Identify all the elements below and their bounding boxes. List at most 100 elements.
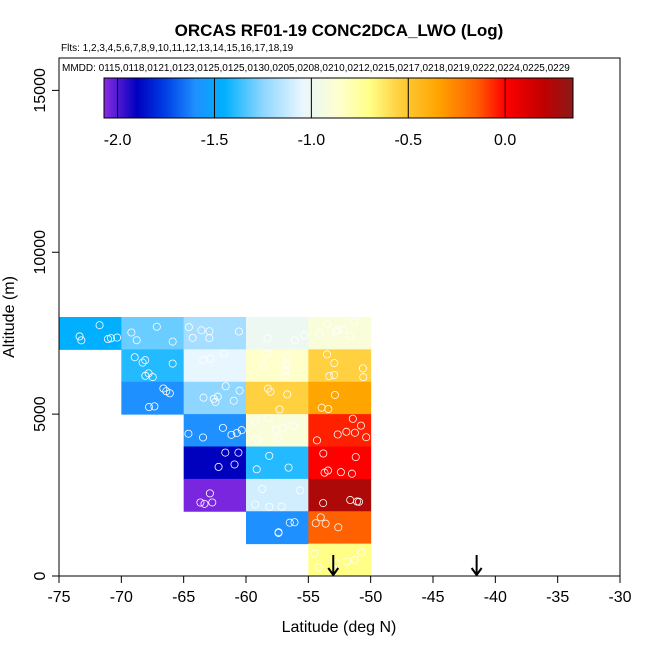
sample-point	[271, 425, 280, 434]
sample-point	[362, 433, 371, 442]
sample-point	[282, 360, 291, 369]
sample-point	[334, 523, 343, 532]
sample-point	[235, 386, 244, 395]
sample-point	[219, 349, 228, 358]
sample-point	[276, 354, 285, 363]
sample-point	[300, 331, 309, 340]
x-tick-label: -75	[47, 589, 70, 606]
sample-point	[274, 528, 283, 537]
sample-point	[130, 353, 139, 362]
sample-point	[351, 453, 360, 462]
heatmap-cell	[246, 381, 309, 415]
sample-point	[227, 430, 236, 439]
sample-point	[283, 352, 292, 361]
sample-point	[263, 334, 272, 343]
sample-point	[113, 333, 122, 342]
sample-point	[259, 362, 268, 371]
sample-point	[265, 502, 274, 511]
sample-point	[348, 414, 357, 423]
heatmap-cell	[308, 349, 372, 383]
sample-point	[342, 427, 351, 436]
sample-point	[208, 498, 217, 507]
sample-point	[251, 417, 260, 426]
mmdd-label: MMDD: 0115,0118,0121,0123,0125,0125,0130…	[62, 63, 570, 74]
sample-point	[148, 373, 157, 382]
x-tick-label: -30	[608, 589, 631, 606]
sample-point	[138, 358, 147, 367]
sample-point	[350, 428, 359, 437]
colorbar: -2.0 -1.5 -1.0 -0.5 0.0	[103, 77, 574, 149]
sample-point	[211, 397, 220, 406]
plot-frame	[58, 57, 621, 577]
sample-point	[196, 498, 205, 507]
sample-points	[75, 317, 371, 572]
heatmap-cell	[246, 446, 309, 480]
x-tick-label: -40	[484, 589, 507, 606]
colorbar-tick-label: 0.0	[494, 132, 516, 149]
x-tick-label: -50	[359, 589, 382, 606]
sample-point	[325, 372, 334, 381]
sample-point	[252, 465, 261, 474]
sample-point	[205, 489, 214, 498]
y-tick-label: 15000	[32, 68, 49, 113]
x-tick-label: -45	[421, 589, 444, 606]
sample-point	[356, 421, 365, 430]
sample-point	[168, 337, 177, 346]
sample-point	[132, 336, 141, 345]
heatmap-cell	[183, 349, 247, 383]
sample-point	[330, 390, 339, 399]
sample-point	[75, 332, 84, 341]
colorbar-tick-label: -2.0	[104, 132, 132, 149]
sample-point	[127, 328, 136, 337]
sample-point	[347, 469, 356, 478]
sample-point	[168, 359, 177, 368]
sample-point	[221, 448, 230, 457]
heatmap-cell	[121, 317, 185, 350]
sample-point	[232, 428, 241, 437]
heatmap-cell	[121, 349, 185, 383]
sample-point	[350, 317, 359, 326]
heatmap-cell	[121, 381, 185, 415]
sample-point	[184, 429, 193, 438]
arrow-head	[470, 567, 483, 577]
sample-point	[145, 403, 154, 412]
y-tick-label: 10000	[32, 230, 49, 275]
sample-point	[206, 354, 215, 363]
sample-point	[152, 322, 161, 331]
sample-point	[290, 518, 299, 527]
sample-point	[323, 320, 332, 329]
sample-point	[342, 557, 351, 566]
colorbar-bar	[103, 77, 574, 119]
sample-point	[200, 499, 209, 508]
x-tick-label: -60	[234, 589, 257, 606]
sample-point	[321, 519, 330, 528]
heatmap-cell	[308, 381, 372, 415]
sample-point	[346, 332, 355, 341]
sample-point	[353, 497, 362, 506]
heatmap-cell	[59, 317, 122, 350]
heatmap-cell	[183, 478, 247, 512]
sample-point	[141, 356, 150, 365]
sample-point	[283, 390, 292, 399]
heatmap-cell	[183, 414, 247, 447]
heatmap-cell	[246, 317, 309, 350]
sample-point	[199, 433, 208, 442]
markers	[327, 555, 483, 577]
heatmap-cell	[246, 349, 309, 383]
sample-point	[103, 335, 112, 344]
sample-point	[330, 370, 339, 379]
heatmap-cell	[183, 446, 247, 480]
sample-point	[319, 449, 328, 458]
sample-point	[214, 462, 223, 471]
sample-point	[258, 484, 267, 493]
sample-point	[199, 393, 208, 402]
sample-point	[77, 336, 86, 345]
sample-point	[310, 549, 319, 558]
sample-point	[106, 334, 115, 343]
sample-point	[184, 323, 193, 332]
sample-point	[263, 384, 272, 393]
heatmap-cell	[246, 478, 309, 512]
sample-point	[229, 396, 238, 405]
sample-point	[285, 518, 294, 527]
chart-title: ORCAS RF01-19 CONC2DCA_LWO (Log)	[175, 21, 504, 40]
